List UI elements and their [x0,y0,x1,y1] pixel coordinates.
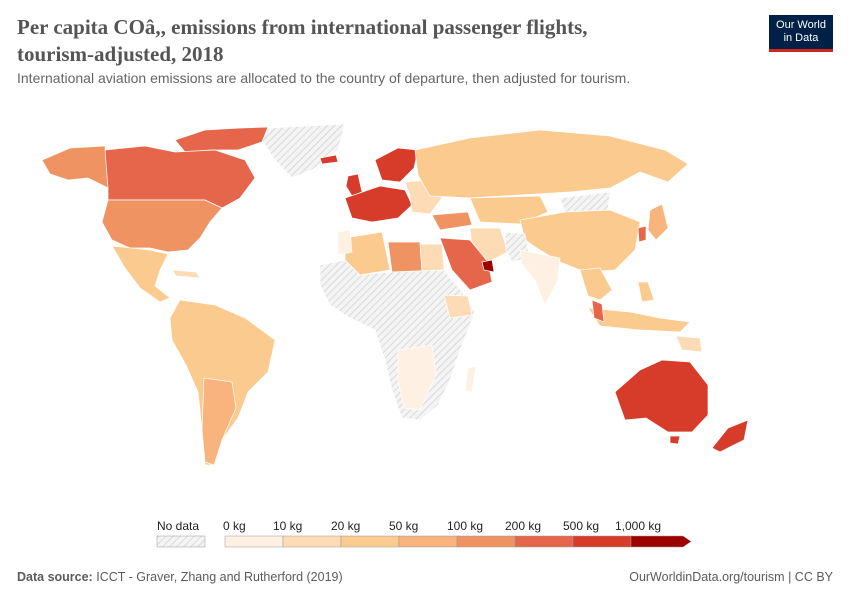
chart-subtitle: International aviation emissions are all… [17,70,631,86]
legend-tick-label: 0 kg [223,519,246,533]
legend-tick-label: 20 kg [331,519,361,533]
region-korea[interactable] [637,225,647,243]
data-source-text: ICCT - Graver, Zhang and Rutherford (201… [96,570,343,584]
region-caribbean[interactable] [171,269,201,279]
region-egypt[interactable] [419,243,445,273]
legend-bin-4[interactable] [456,535,516,548]
region-mongolia[interactable] [559,191,611,213]
region-greenland[interactable] [261,123,346,179]
region-tasmania[interactable] [669,435,681,445]
region-usa[interactable] [101,199,223,253]
region-papua[interactable] [675,335,703,353]
region-madagascar[interactable] [464,365,477,393]
region-ethiopia[interactable] [443,294,473,319]
source-url-link[interactable]: OurWorldinData.org/tourism | CC BY [629,570,833,584]
legend-tick-label: 1,000 kg [615,519,662,533]
data-source: Data source: ICCT - Graver, Zhang and Ru… [17,570,343,584]
chart-title: Per capita COâ,, emissions from internat… [17,15,588,66]
legend-no-data-label: No data [157,519,200,533]
region-china[interactable] [519,209,641,273]
legend-tick-label: 10 kg [273,519,303,533]
data-source-label: Data source: [17,570,93,584]
legend-bin-3[interactable] [398,535,458,548]
region-canada[interactable] [104,145,256,209]
owid-logo[interactable]: Our World in Data [769,15,833,52]
legend-color-scale [224,535,692,548]
region-malaysia[interactable] [591,299,605,323]
region-india[interactable] [519,249,561,306]
legend-bin-7[interactable] [630,535,692,548]
legend-bin-1[interactable] [282,535,342,548]
region-europe-west[interactable] [344,185,413,223]
logo-line-2: in Data [783,32,819,44]
region-algeria[interactable] [344,231,391,276]
region-philippines[interactable] [637,281,655,303]
legend-tick-label: 50 kg [389,519,419,533]
region-alaska[interactable] [41,145,109,189]
legend-tick-label: 200 kg [505,519,542,533]
region-mexico[interactable] [111,245,171,303]
region-russia[interactable] [414,129,689,199]
region-morocco[interactable] [337,229,353,256]
region-australia[interactable] [614,359,709,433]
world-map[interactable] [0,110,850,510]
legend-bin-5[interactable] [514,535,574,548]
legend [156,535,692,548]
region-southeast-asia[interactable] [579,267,613,301]
logo-line-1: Our World [776,19,826,31]
legend-tick-label: 100 kg [447,519,484,533]
region-indonesia[interactable] [587,307,691,333]
region-canada-islands[interactable] [174,126,269,153]
legend-bin-2[interactable] [340,535,400,548]
region-africa[interactable] [319,259,476,421]
region-libya[interactable] [387,241,423,273]
region-south-africa[interactable] [397,344,437,411]
legend-bin-0[interactable] [224,535,284,548]
legend-bin-6[interactable] [572,535,632,548]
region-middle-east[interactable] [439,237,493,291]
region-uae[interactable] [481,259,495,273]
region-turkey[interactable] [431,211,473,231]
region-new-zealand[interactable] [711,419,749,453]
region-japan[interactable] [647,203,669,241]
region-scandinavia[interactable] [374,147,419,183]
legend-no-data-swatch [156,535,206,548]
region-argentina[interactable] [201,377,237,466]
region-iceland[interactable] [319,154,339,165]
legend-tick-label: 500 kg [563,519,600,533]
